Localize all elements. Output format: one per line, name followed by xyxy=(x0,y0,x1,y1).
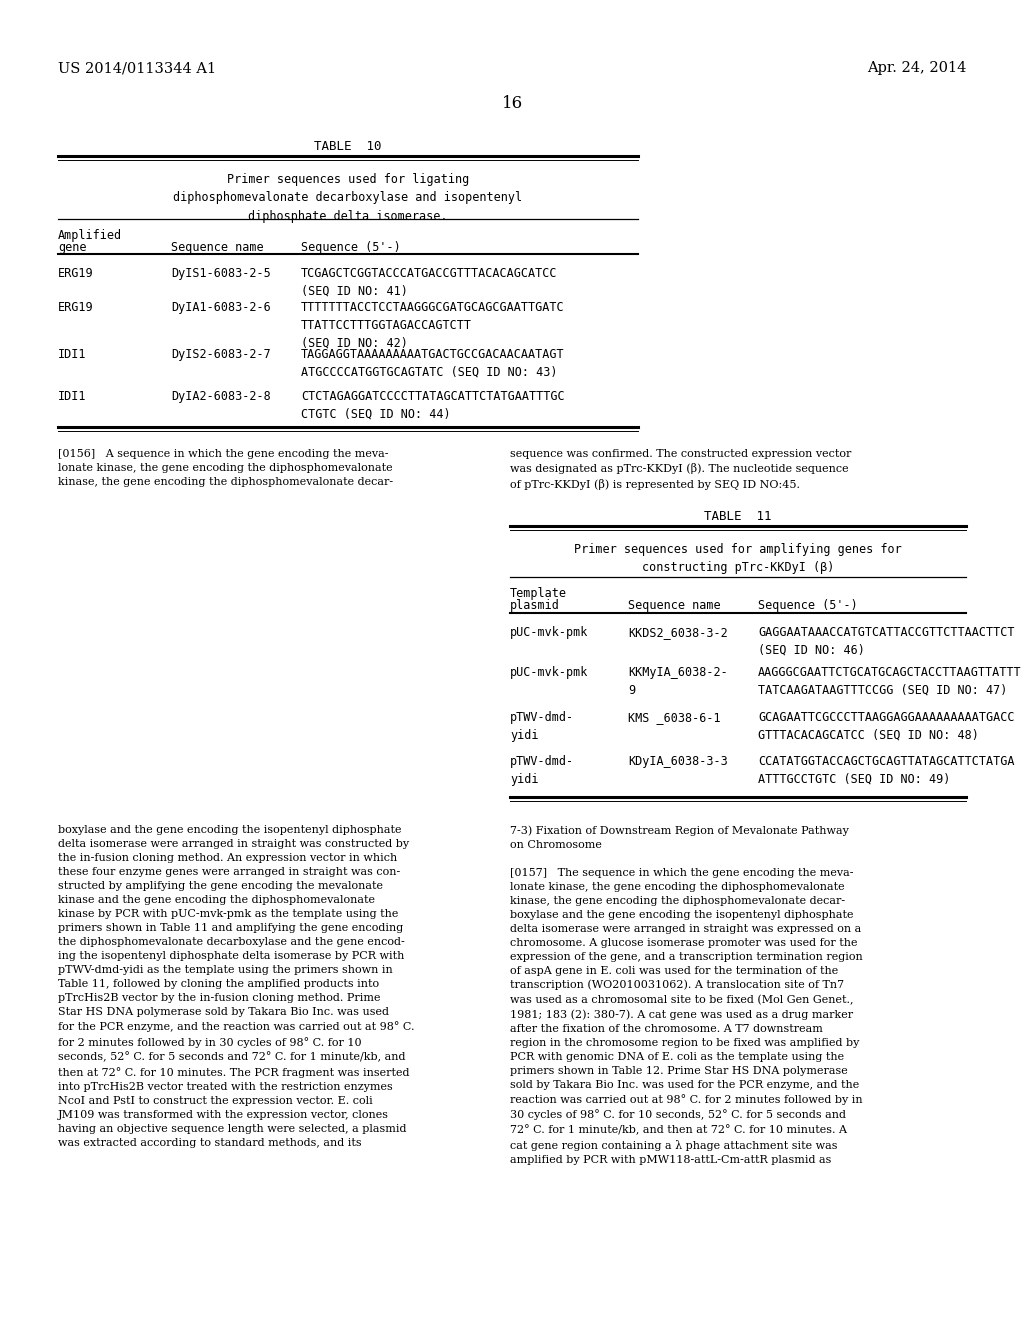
Text: 16: 16 xyxy=(502,95,522,111)
Text: AAGGGCGAATTCTGCATGCAGCTACCTTAAGTTATTT
TATCAAGATAAGTTTCCGG (SEQ ID NO: 47): AAGGGCGAATTCTGCATGCAGCTACCTTAAGTTATTT TA… xyxy=(758,667,1022,697)
Text: GAGGAATAAACCATGTCATTACCGTTCTTAACTTCT
(SEQ ID NO: 46): GAGGAATAAACCATGTCATTACCGTTCTTAACTTCT (SE… xyxy=(758,626,1015,657)
Text: Sequence name: Sequence name xyxy=(628,599,721,612)
Text: Sequence name: Sequence name xyxy=(171,242,263,253)
Text: TTTTTTTACCTCCTAAGGGCGATGCAGCGAATTGATC
TTATTCCTTTGGTAGACCAGTCTT
(SEQ ID NO: 42): TTTTTTTACCTCCTAAGGGCGATGCAGCGAATTGATC TT… xyxy=(301,301,564,350)
Text: DyIA1-6083-2-6: DyIA1-6083-2-6 xyxy=(171,301,270,314)
Text: US 2014/0113344 A1: US 2014/0113344 A1 xyxy=(58,61,216,75)
Text: Primer sequences used for ligating
diphosphomevalonate decarboxylase and isopent: Primer sequences used for ligating dipho… xyxy=(173,173,522,223)
Text: DyIS2-6083-2-7: DyIS2-6083-2-7 xyxy=(171,348,270,360)
Text: Primer sequences used for amplifying genes for
constructing pTrc-KKDyI (β): Primer sequences used for amplifying gen… xyxy=(574,543,902,574)
Text: DyIS1-6083-2-5: DyIS1-6083-2-5 xyxy=(171,267,270,280)
Text: Amplified: Amplified xyxy=(58,228,122,242)
Text: KDyIA_6038-3-3: KDyIA_6038-3-3 xyxy=(628,755,728,768)
Text: sequence was confirmed. The constructed expression vector
was designated as pTrc: sequence was confirmed. The constructed … xyxy=(510,449,851,490)
Text: pTWV-dmd-
yidi: pTWV-dmd- yidi xyxy=(510,755,574,785)
Text: KKDS2_6038-3-2: KKDS2_6038-3-2 xyxy=(628,626,728,639)
Text: boxylase and the gene encoding the isopentenyl diphosphate
delta isomerase were : boxylase and the gene encoding the isope… xyxy=(58,825,415,1148)
Text: TCGAGCTCGGTACCCATGACCGTTTACACAGCATCC
(SEQ ID NO: 41): TCGAGCTCGGTACCCATGACCGTTTACACAGCATCC (SE… xyxy=(301,267,557,298)
Text: [0156]   A sequence in which the gene encoding the meva-
lonate kinase, the gene: [0156] A sequence in which the gene enco… xyxy=(58,449,393,487)
Text: Apr. 24, 2014: Apr. 24, 2014 xyxy=(866,61,966,75)
Text: gene: gene xyxy=(58,242,86,253)
Text: TABLE  11: TABLE 11 xyxy=(705,510,772,523)
Text: KMS _6038-6-1: KMS _6038-6-1 xyxy=(628,711,721,723)
Text: IDI1: IDI1 xyxy=(58,389,86,403)
Text: pTWV-dmd-
yidi: pTWV-dmd- yidi xyxy=(510,711,574,742)
Text: ERG19: ERG19 xyxy=(58,301,93,314)
Text: DyIA2-6083-2-8: DyIA2-6083-2-8 xyxy=(171,389,270,403)
Text: CCATATGGTACCAGCTGCAGTTATAGCATTCTATGA
ATTTGCCTGTC (SEQ ID NO: 49): CCATATGGTACCAGCTGCAGTTATAGCATTCTATGA ATT… xyxy=(758,755,1015,785)
Text: Sequence (5'-): Sequence (5'-) xyxy=(758,599,858,612)
Text: Template: Template xyxy=(510,587,567,601)
Text: KKMyIA_6038-2-
9: KKMyIA_6038-2- 9 xyxy=(628,667,728,697)
Text: 7-3) Fixation of Downstream Region of Mevalonate Pathway
on Chromosome

[0157]  : 7-3) Fixation of Downstream Region of Me… xyxy=(510,825,863,1164)
Text: GCAGAATTCGCCCTTAAGGAGGAAAAAAAAATGACC
GTTTACACAGCATCC (SEQ ID NO: 48): GCAGAATTCGCCCTTAAGGAGGAAAAAAAAATGACC GTT… xyxy=(758,711,1015,742)
Text: TABLE  10: TABLE 10 xyxy=(314,140,382,153)
Text: IDI1: IDI1 xyxy=(58,348,86,360)
Text: pUC-mvk-pmk: pUC-mvk-pmk xyxy=(510,626,589,639)
Text: TAGGAGGTAAAAAAAAATGACTGCCGACAACAATAGT
ATGCCCCATGGTGCAGTATC (SEQ ID NO: 43): TAGGAGGTAAAAAAAAATGACTGCCGACAACAATAGT AT… xyxy=(301,348,564,379)
Text: Sequence (5'-): Sequence (5'-) xyxy=(301,242,400,253)
Text: plasmid: plasmid xyxy=(510,599,560,612)
Text: CTCTAGAGGATCCCCTTATAGCATTCTATGAATTTGC
CTGTC (SEQ ID NO: 44): CTCTAGAGGATCCCCTTATAGCATTCTATGAATTTGC CT… xyxy=(301,389,564,421)
Text: ERG19: ERG19 xyxy=(58,267,93,280)
Text: pUC-mvk-pmk: pUC-mvk-pmk xyxy=(510,667,589,678)
